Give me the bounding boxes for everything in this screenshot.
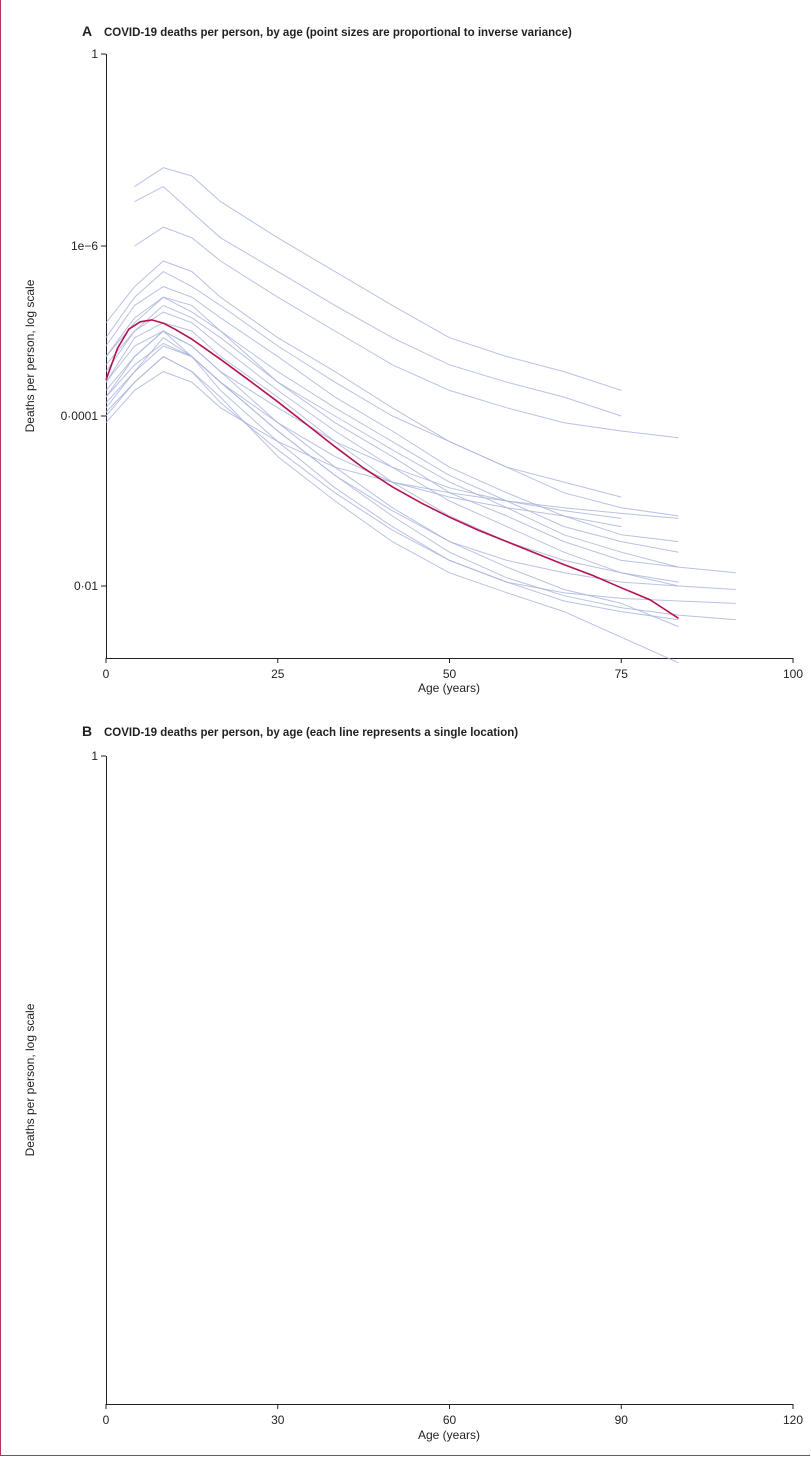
location-line xyxy=(105,304,679,568)
panel-a-title: COVID-19 deaths per person, by age (poin… xyxy=(104,27,572,39)
x-tick-label: 0 xyxy=(103,1413,110,1427)
x-tick-label: 60 xyxy=(443,1413,457,1427)
location-line xyxy=(105,337,679,621)
x-tick-label: 75 xyxy=(615,667,629,681)
panel-b-x-label: Age (years) xyxy=(418,1428,480,1442)
x-tick-label: 90 xyxy=(615,1413,629,1427)
y-tick-label: 1e−6 xyxy=(71,239,98,253)
location-line xyxy=(105,296,736,574)
x-tick-label: 100 xyxy=(783,667,803,681)
panel-b: B COVID-19 deaths per person, by age (ea… xyxy=(23,167,803,1442)
y-tick-label: 1 xyxy=(91,47,98,61)
panel-b-x-ticks: 0 30 60 90 120 xyxy=(103,1404,803,1427)
panel-a: A COVID-19 deaths per person, by age (po… xyxy=(23,23,803,695)
location-line xyxy=(105,355,679,664)
location-line xyxy=(105,286,679,543)
location-line xyxy=(105,330,679,628)
location-line xyxy=(134,226,679,439)
location-line xyxy=(105,296,679,553)
location-line xyxy=(105,342,736,590)
location-line xyxy=(134,167,622,391)
x-tick-label: 50 xyxy=(443,667,457,681)
panel-a-y-label: Deaths per person, log scale xyxy=(23,279,37,432)
location-line xyxy=(105,371,679,519)
panel-b-y-ticks: 1e−6 0·0001 0·01 1 xyxy=(61,239,106,763)
location-line xyxy=(105,270,622,498)
x-tick-label: 0 xyxy=(103,667,110,681)
panel-a-letter: A xyxy=(82,23,92,39)
location-line xyxy=(134,185,622,417)
panel-a-x-label: Age (years) xyxy=(418,681,480,695)
y-tick-label: 0·01 xyxy=(74,579,98,593)
location-line xyxy=(105,311,679,587)
panel-b-title: COVID-19 deaths per person, by age (each… xyxy=(104,727,518,739)
panel-b-letter: B xyxy=(82,723,92,739)
x-tick-label: 30 xyxy=(271,1413,285,1427)
y-tick-label: 1 xyxy=(91,749,98,763)
x-tick-label: 25 xyxy=(271,667,285,681)
panel-b-location-lines xyxy=(105,167,736,664)
location-line xyxy=(105,260,679,517)
x-tick-label: 120 xyxy=(783,1413,803,1427)
location-line xyxy=(105,355,736,604)
location-line xyxy=(105,345,622,528)
panel-b-fitted-curve xyxy=(105,319,679,619)
panel-a-x-ticks: 0 25 50 75 100 xyxy=(103,658,803,681)
panel-b-y-label: Deaths per person, log scale xyxy=(23,1003,37,1156)
location-line xyxy=(105,330,736,621)
y-tick-label: 0·0001 xyxy=(61,409,99,423)
